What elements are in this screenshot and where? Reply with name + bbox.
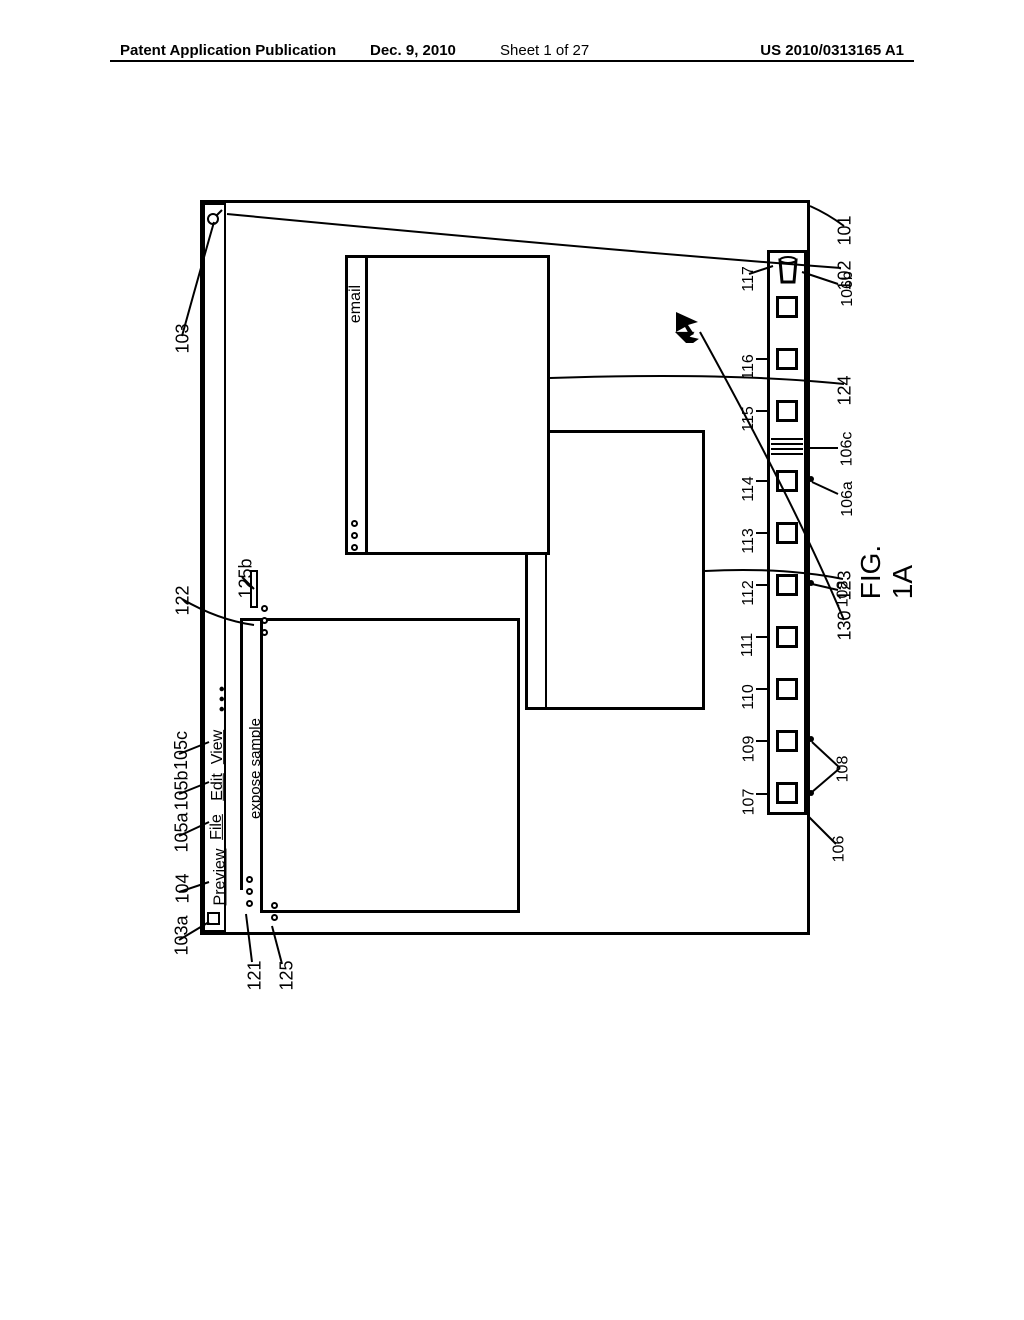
label-expose: expose sample [247,718,264,819]
ref-106a: 106a [839,481,857,517]
dock-icon-109 [776,730,798,752]
figure-1a: Preview File Edit View • • • expose samp… [120,200,880,1050]
leader-103 [178,218,218,338]
header-sheet: Sheet 1 of 27 [500,42,589,59]
ld115 [756,410,770,412]
leader-105a [175,820,215,840]
leader-106c [802,444,840,456]
dot-122-2 [261,617,268,624]
ld114 [756,480,770,482]
leader-117 [745,260,775,280]
dot-122-1 [261,629,268,636]
header-pubno: US 2010/0313165 A1 [760,42,904,59]
leader-125 [268,924,288,969]
leader-106b [800,270,840,290]
leader-104 [175,880,215,900]
ref-111: 111 [739,633,757,657]
leader-125b [240,575,260,595]
ld111 [756,636,770,638]
dock-icon-107 [776,782,798,804]
header-publication: Patent Application Publication [120,42,336,59]
leader-106 [806,814,841,849]
header-rule [110,60,914,62]
ref-106c: 106c [838,432,856,467]
ld116 [756,358,770,360]
ld107 [756,793,770,795]
dock-icon-110 [776,678,798,700]
ld109 [756,740,770,742]
leader-105b [175,780,215,800]
ref-106b: 106b [839,271,857,307]
dot-125-1 [271,914,278,921]
dot-122-3 [261,605,268,612]
leader-108b [810,580,840,595]
leader-105c [175,740,215,760]
window-124 [345,255,550,555]
window-123 [525,430,705,710]
ld110 [756,688,770,690]
ld112 [756,584,770,586]
leader-106a [810,480,840,498]
leader-122 [178,595,258,630]
leader-108a [810,740,845,795]
label-email: email [347,285,365,323]
dock-icon-116b [776,296,798,318]
dock-icon-111 [776,626,798,648]
dot-125-2 [271,902,278,909]
window-121 [240,618,520,913]
ld113 [756,532,770,534]
header-date: Dec. 9, 2010 [370,42,456,59]
leader-103a [175,920,215,945]
leader-121 [242,912,262,967]
figure-label: FIG. 1A [855,545,919,599]
menu-more: • • • [214,686,232,712]
